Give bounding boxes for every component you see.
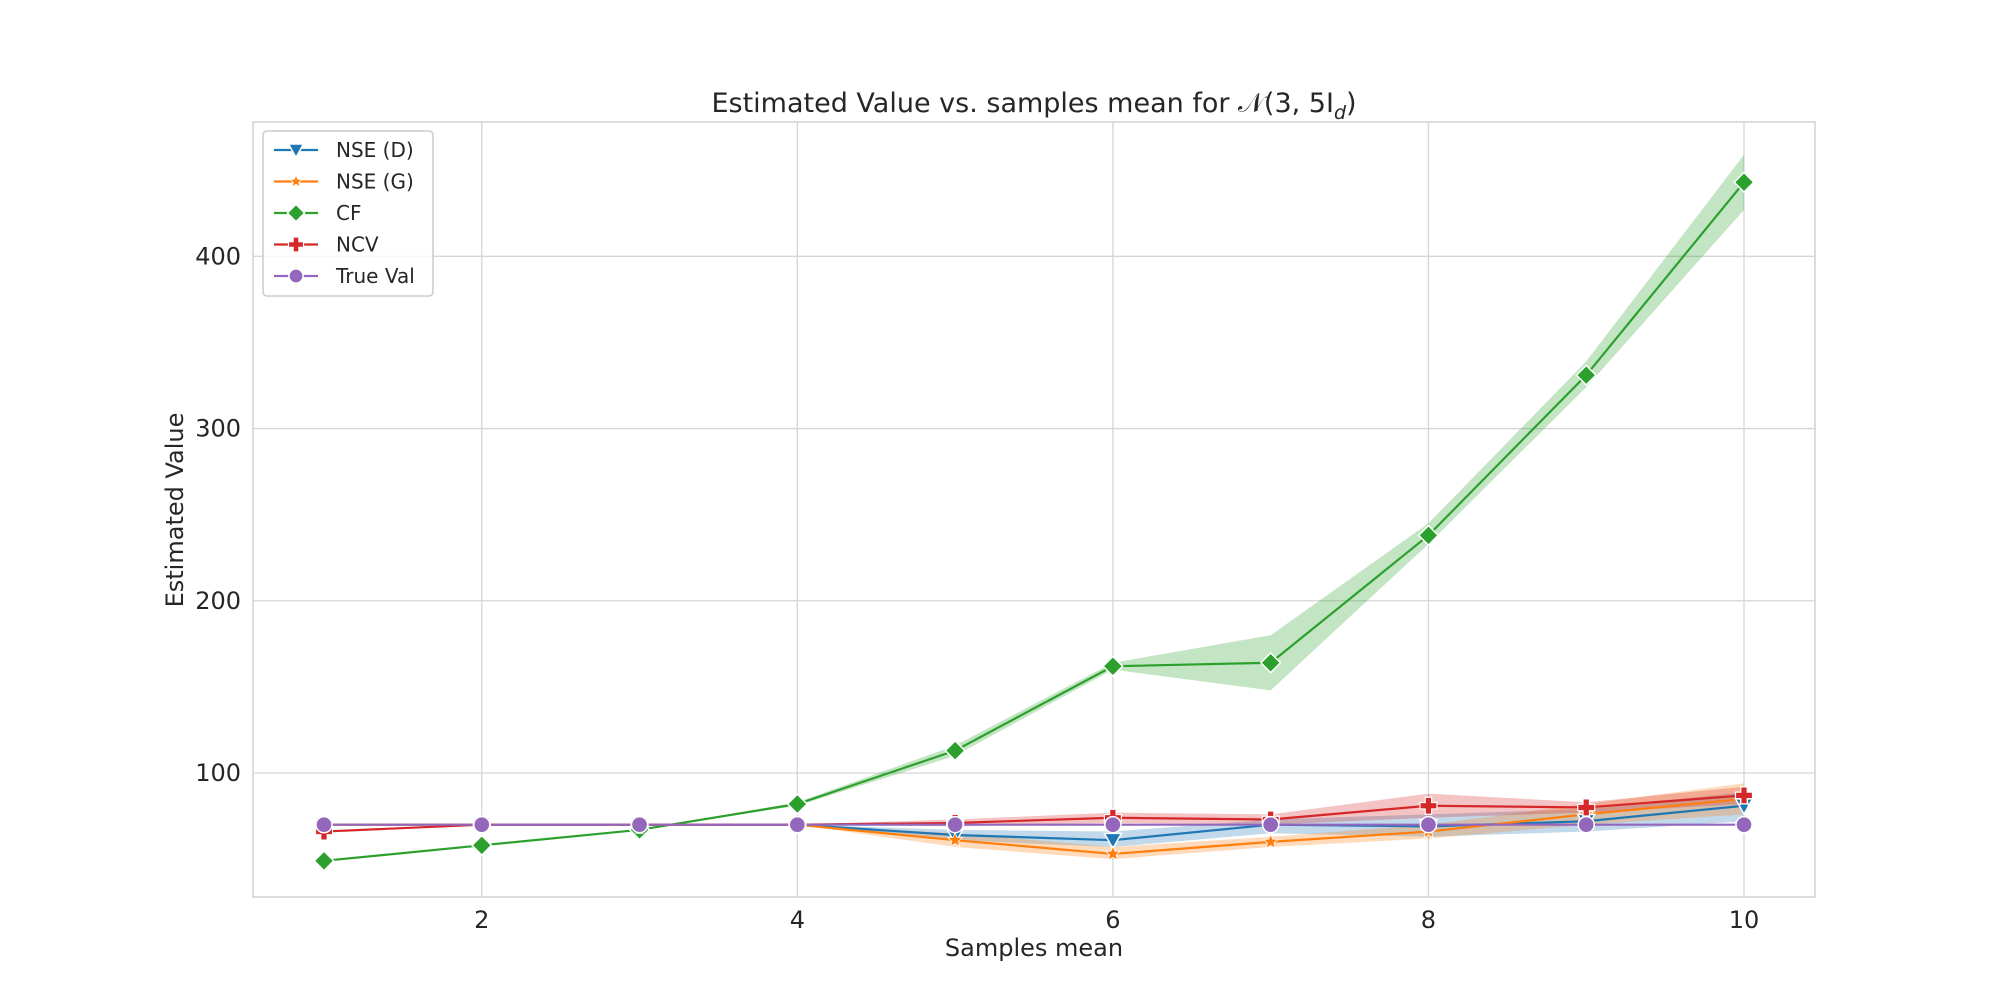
x-tick-label: 4 <box>790 906 805 934</box>
legend-label-ncv: NCV <box>336 233 379 257</box>
chart-title-subscript: d <box>1334 102 1347 124</box>
legend-label-nse-g: NSE (G) <box>336 170 414 194</box>
legend-marker-ncv <box>287 236 305 253</box>
line-cf <box>323 181 1745 862</box>
x-tick-label: 10 <box>1729 906 1760 934</box>
point-true-val <box>1419 815 1438 834</box>
band-ncv <box>324 786 1744 832</box>
x-tick-label: 6 <box>1105 906 1120 934</box>
x-tick-label: 8 <box>1421 906 1436 934</box>
point-true-val <box>630 815 649 834</box>
point-true-val <box>315 815 333 834</box>
legend-label-nse-d: NSE (D) <box>336 138 414 162</box>
point-cf <box>1102 655 1124 678</box>
chart-title-main: Estimated Value vs. samples mean for 𝒩(3… <box>711 88 1333 119</box>
point-true-val <box>1577 815 1596 834</box>
point-true-val <box>788 815 807 834</box>
point-cf <box>786 793 809 815</box>
point-true-val <box>1261 815 1280 834</box>
point-true-val <box>946 815 964 834</box>
legend-marker-nse-g <box>288 174 304 188</box>
point-true-val <box>1104 815 1122 834</box>
legend-marker-true-val <box>288 268 304 284</box>
y-tick-label: 400 <box>195 242 241 270</box>
legend-label-cf: CF <box>336 201 361 225</box>
x-tick-label: 2 <box>474 906 489 934</box>
chart-title: Estimated Value vs. samples mean for 𝒩(3… <box>711 88 1356 124</box>
point-cf <box>470 834 493 857</box>
point-cf <box>1417 524 1440 547</box>
point-nse-g <box>1104 845 1122 861</box>
legend-marker-cf <box>286 203 306 223</box>
series-lines <box>323 181 1745 862</box>
x-tick-labels: 2 4 6 8 10 <box>474 906 1759 934</box>
chart-title-suffix: ) <box>1346 88 1357 119</box>
series-markers <box>313 171 1755 872</box>
point-true-val <box>1735 815 1753 834</box>
point-cf <box>1733 171 1755 194</box>
band-cf <box>324 154 1744 861</box>
y-tick-label: 300 <box>195 415 241 443</box>
point-cf <box>1259 651 1282 674</box>
legend-marker-nse-d <box>287 143 305 160</box>
legend: NSE (D) NSE (G) CF NCV True Val <box>262 130 434 297</box>
point-true-val <box>472 815 491 834</box>
point-cf <box>1575 364 1598 387</box>
point-ncv <box>1734 786 1754 805</box>
y-axis-label: Estimated Value <box>161 413 189 608</box>
band-nse-g <box>324 783 1744 860</box>
legend-box <box>262 130 434 297</box>
point-nse-g <box>1262 833 1279 849</box>
point-ncv <box>1577 798 1596 817</box>
grid-lines <box>253 122 1815 897</box>
point-cf <box>313 849 335 872</box>
point-cf <box>944 739 966 762</box>
legend-label-true-val: True Val <box>335 264 415 288</box>
point-nse-g <box>946 831 964 848</box>
x-axis-label: Samples mean <box>945 934 1123 962</box>
y-tick-labels: 100 200 300 400 <box>195 242 241 787</box>
y-tick-label: 200 <box>195 587 241 615</box>
y-tick-label: 100 <box>195 759 241 787</box>
point-ncv <box>1419 796 1438 815</box>
plot-area-background <box>252 121 1816 898</box>
